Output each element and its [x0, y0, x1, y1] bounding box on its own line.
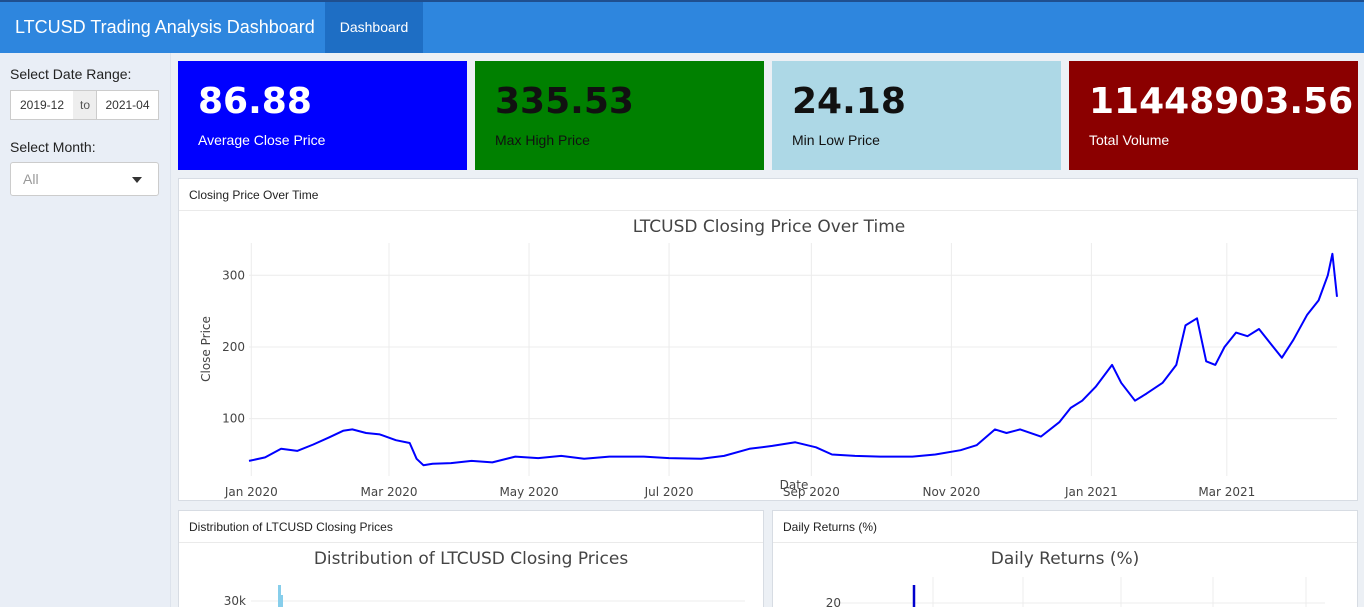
returns-y-tick: 20: [826, 596, 841, 607]
distribution-chart[interactable]: Distribution of LTCUSD Closing Prices 30…: [179, 543, 763, 607]
distribution-box-header: Distribution of LTCUSD Closing Prices: [179, 511, 763, 543]
date-range-separator: to: [73, 90, 97, 120]
date-end-input[interactable]: 2021-04: [96, 90, 159, 120]
x-tick-label: Jan 2021: [1064, 485, 1118, 499]
distribution-bar: [278, 585, 281, 607]
total-volume-label: Total Volume: [1089, 132, 1170, 148]
chart-title: LTCUSD Closing Price Over Time: [633, 217, 905, 237]
daily-returns-chart[interactable]: Daily Returns (%) 20: [773, 543, 1357, 607]
max-high-value: 335.53: [495, 81, 634, 122]
x-tick-label: Mar 2020: [361, 485, 418, 499]
value-box-average-close: 86.88 Average Close Price: [178, 61, 467, 170]
y-tick-label: 300: [222, 268, 245, 282]
min-low-value: 24.18: [792, 81, 906, 122]
chart-grid: [249, 243, 1337, 476]
chevron-down-icon: [132, 177, 142, 183]
tab-dashboard[interactable]: Dashboard: [325, 2, 423, 53]
x-axis-title: Date: [780, 478, 809, 492]
app-title: LTCUSD Trading Analysis Dashboard: [15, 17, 315, 37]
x-tick-label: May 2020: [499, 485, 558, 499]
sidebar: Select Date Range: 2019-12 to 2021-04 Se…: [0, 53, 171, 607]
daily-returns-box-header: Daily Returns (%): [773, 511, 1357, 543]
closing-price-box-header: Closing Price Over Time: [179, 179, 1357, 211]
daily-returns-chart-title: Daily Returns (%): [991, 549, 1140, 569]
distribution-y-tick: 30k: [224, 594, 246, 607]
x-tick-label: Sep 2020: [783, 485, 840, 499]
distribution-chart-title: Distribution of LTCUSD Closing Prices: [314, 549, 629, 569]
x-tick-label: Mar 2021: [1198, 485, 1255, 499]
chart-ticks: Jan 2020 Mar 2020 May 2020 Jul 2020 Sep 2020…: [222, 268, 1255, 499]
value-box-max-high: 335.53 Max High Price: [475, 61, 764, 170]
distribution-bar: [281, 595, 283, 607]
closing-price-box: Closing Price Over Time LTCUSD Closing P…: [178, 178, 1358, 501]
x-tick-label: Jul 2020: [644, 485, 694, 499]
closing-price-chart[interactable]: LTCUSD Closing Price Over Time Jan 2020 M…: [179, 211, 1357, 500]
daily-returns-box: Daily Returns (%) Daily Returns (%) 20: [772, 510, 1358, 607]
value-box-total-volume: 11448903.56 Total Volume: [1069, 61, 1358, 170]
average-close-label: Average Close Price: [198, 132, 326, 148]
min-low-label: Min Low Price: [792, 132, 880, 148]
y-axis-title: Close Price: [199, 316, 213, 382]
month-label: Select Month:: [10, 139, 96, 155]
x-tick-label: Jan 2020: [224, 485, 278, 499]
close-price-line: [248, 252, 1338, 467]
y-tick-label: 100: [222, 412, 245, 426]
distribution-box: Distribution of LTCUSD Closing Prices Di…: [178, 510, 764, 607]
average-close-value: 86.88: [198, 81, 312, 122]
x-tick-label: Nov 2020: [922, 485, 980, 499]
y-tick-label: 200: [222, 340, 245, 354]
date-start-input[interactable]: 2019-12: [10, 90, 74, 120]
top-navbar: LTCUSD Trading Analysis Dashboard Dashbo…: [0, 0, 1364, 53]
value-box-min-low: 24.18 Min Low Price: [772, 61, 1061, 170]
date-range-label: Select Date Range:: [10, 66, 132, 82]
month-select-value: All: [23, 171, 39, 187]
month-select[interactable]: All: [10, 162, 159, 196]
total-volume-value: 11448903.56: [1089, 81, 1354, 122]
max-high-label: Max High Price: [495, 132, 590, 148]
